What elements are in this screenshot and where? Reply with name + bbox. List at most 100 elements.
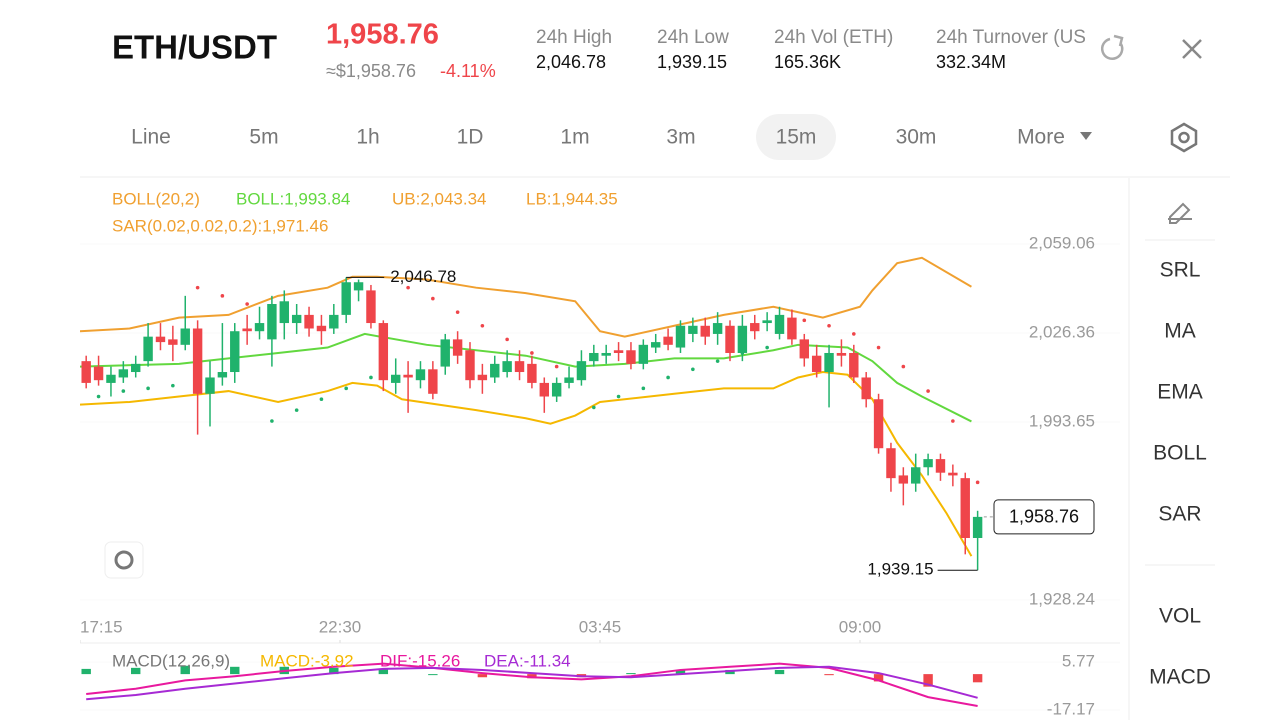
candle-body <box>93 366 104 381</box>
stat-label: 24h High <box>536 27 612 48</box>
candle-body <box>849 352 859 378</box>
interval-tab[interactable]: 1m <box>560 126 589 149</box>
indicator-legend: LB:1,944.35 <box>526 189 618 208</box>
candle-body <box>836 352 847 356</box>
candle-body <box>898 475 909 484</box>
sar-dot <box>951 419 955 423</box>
y-tick-label: 2,026.36 <box>1029 322 1095 341</box>
y-tick-label: 1,993.65 <box>1029 411 1095 430</box>
candle-body <box>824 352 834 373</box>
candle-body <box>291 314 302 324</box>
indicator-tool[interactable]: VOL <box>1159 605 1201 628</box>
candle-body <box>737 325 748 353</box>
candle-body <box>700 325 710 337</box>
candle-body <box>490 363 500 378</box>
price: 1,958.76 <box>326 19 439 51</box>
candle-body <box>651 342 661 348</box>
candle-body <box>378 323 389 381</box>
interval-tab[interactable]: More <box>1017 126 1065 149</box>
sar-dot <box>505 337 509 342</box>
interval-tab[interactable]: Line <box>131 126 171 149</box>
macd-legend: MACD:-3.92 <box>260 651 354 670</box>
macd-bar <box>428 674 438 676</box>
candle-body <box>341 282 351 315</box>
interval-tab[interactable]: 5m <box>249 126 278 149</box>
candle-body <box>527 363 537 383</box>
macd-bar <box>131 667 141 675</box>
candle-body <box>452 339 463 356</box>
interval-tab[interactable]: 30m <box>896 126 937 149</box>
sar-dot <box>431 296 435 301</box>
sar-dot <box>554 364 559 369</box>
interval-tab[interactable]: 1D <box>457 126 484 149</box>
close-icon[interactable] <box>1182 39 1202 59</box>
candle-body <box>551 382 562 397</box>
candle-body <box>118 369 129 378</box>
indicator-tool[interactable]: SAR <box>1158 503 1201 526</box>
candle-body <box>440 339 450 367</box>
candle-body <box>663 336 673 345</box>
macd-bar <box>725 669 735 675</box>
candle-body <box>638 344 649 364</box>
fullscreen-button[interactable] <box>104 541 144 579</box>
candle-body <box>861 377 871 400</box>
sar-dot <box>344 386 348 391</box>
indicator-tool[interactable]: EMA <box>1157 381 1203 404</box>
sar-dot <box>740 351 745 355</box>
stat-label: 24h Vol (ETH) <box>774 27 893 48</box>
indicator-tool[interactable]: BOLL <box>1153 442 1207 465</box>
share-icon[interactable] <box>1100 34 1124 60</box>
last-price-tag <box>993 499 1095 535</box>
macd-legend: DIF:-15.26 <box>380 651 460 670</box>
candle-body <box>811 355 822 373</box>
candle-body <box>787 317 797 340</box>
macd-bar <box>972 674 983 683</box>
sar-dot <box>926 389 930 393</box>
stat-clip: 24h Turnover (USDT) 332.34M <box>936 27 1118 72</box>
macd-bar <box>180 665 190 675</box>
indicator-legend: UB:2,043.34 <box>392 189 487 208</box>
candle-body <box>353 282 364 291</box>
dif-line <box>86 662 978 707</box>
candle-body <box>279 301 289 324</box>
sar-dot <box>294 408 299 412</box>
sar-dot <box>171 383 175 388</box>
sar-dot <box>715 359 720 363</box>
candle-body <box>230 331 240 373</box>
boll-line <box>80 256 972 338</box>
candle-body <box>192 328 203 394</box>
active-tab-bg <box>756 114 836 160</box>
candle-body <box>106 374 116 383</box>
candle-body <box>477 374 488 381</box>
interval-tab[interactable]: 3m <box>666 126 695 149</box>
settings-icon[interactable] <box>1170 122 1198 153</box>
sar-dot <box>802 318 807 323</box>
candle-body <box>589 352 599 362</box>
macd-bar <box>81 668 91 675</box>
candle-body <box>217 372 228 378</box>
macd-bar <box>477 674 488 678</box>
x-tick-label: 09:00 <box>839 617 882 636</box>
stat-label: 24h Turnover (USDT) <box>936 27 1118 48</box>
indicator-legend: BOLL:1,993.84 <box>236 189 350 208</box>
usd-price: ≈$1,958.76 <box>326 61 416 81</box>
draw-icon[interactable] <box>1168 202 1192 224</box>
interval-tab[interactable]: 15m <box>776 126 817 149</box>
candle-body <box>81 361 91 383</box>
macd-bar <box>230 666 240 675</box>
candle-body <box>155 336 166 343</box>
candle-body <box>750 323 760 332</box>
sar-dot <box>195 285 200 290</box>
sar-dot <box>96 394 101 399</box>
indicator-tool[interactable]: MACD <box>1149 666 1211 689</box>
candle-body <box>762 320 772 324</box>
interval-tab[interactable]: 1h <box>356 126 379 149</box>
candle-body <box>242 328 252 332</box>
sar-dot <box>765 345 769 350</box>
boll-line <box>80 332 972 423</box>
indicator-tool[interactable]: SRL <box>1160 259 1201 282</box>
candle-body <box>316 325 327 332</box>
macd-bar <box>527 674 537 679</box>
indicator-tool[interactable]: MA <box>1164 320 1196 343</box>
